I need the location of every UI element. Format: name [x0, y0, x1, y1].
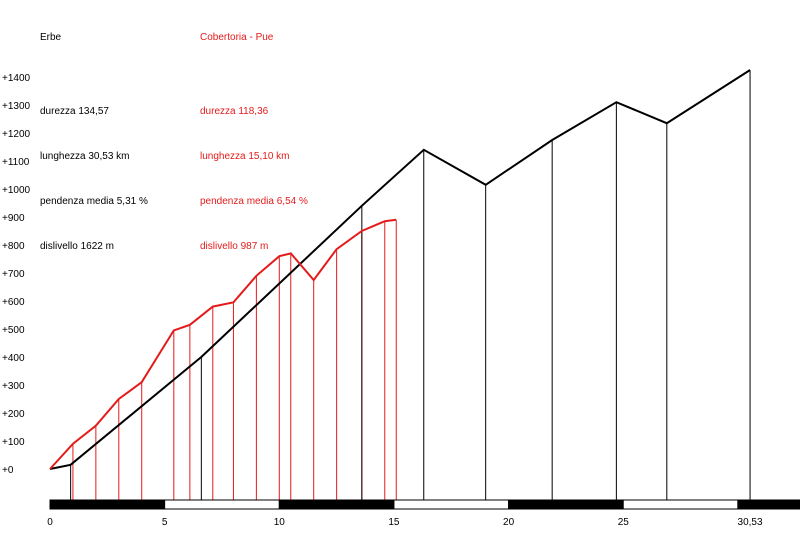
stat-dislivello-cobertoria: dislivello 987 m — [200, 241, 269, 252]
stat-durezza-cobertoria: durezza 118,36 — [200, 106, 269, 117]
km-bar-segment — [393, 499, 510, 510]
profile-line-cobertoria — [49, 218, 397, 470]
y-tick-label: +1000 — [2, 185, 31, 196]
y-tick-label: +200 — [2, 409, 25, 420]
legend-stats-erbe: durezza 134,57 lunghezza 30,53 km penden… — [40, 74, 148, 269]
profile-line-erbe — [49, 69, 751, 470]
y-tick-label: +700 — [2, 269, 25, 280]
stat-pendenza-erbe: pendenza media 5,31 % — [40, 196, 148, 207]
y-tick-label: +400 — [2, 353, 25, 364]
legend-title-cobertoria: Cobertoria - Pue — [200, 32, 274, 43]
y-tick-label: +600 — [2, 297, 25, 308]
x-tick-label: 30,53 — [738, 517, 763, 528]
km-bar-segment — [278, 499, 395, 510]
x-tick-label: 15 — [388, 517, 400, 528]
y-tick-label: +900 — [2, 213, 25, 224]
y-tick-label: +500 — [2, 325, 25, 336]
x-tick-label: 0 — [47, 517, 53, 528]
km-bar-segment — [737, 499, 800, 510]
y-tick-label: +300 — [2, 381, 25, 392]
y-tick-label: +1300 — [2, 101, 31, 112]
stat-pendenza-cobertoria: pendenza media 6,54 % — [200, 196, 308, 207]
x-tick-label: 10 — [274, 517, 286, 528]
y-tick-label: +100 — [2, 437, 25, 448]
x-tick-label: 5 — [162, 517, 168, 528]
km-bar-segment — [49, 499, 166, 510]
x-tick-label: 20 — [503, 517, 515, 528]
km-bar-segment — [622, 499, 739, 510]
stat-lunghezza-cobertoria: lunghezza 15,10 km — [200, 151, 290, 162]
legend-stats-cobertoria: durezza 118,36 lunghezza 15,10 km penden… — [200, 74, 308, 269]
legend-title-erbe: Erbe — [40, 32, 62, 43]
y-tick-label: +800 — [2, 241, 25, 252]
km-bar-segment — [164, 499, 280, 510]
stat-lunghezza-erbe: lunghezza 30,53 km — [40, 151, 130, 162]
km-bar-segment — [508, 499, 624, 510]
x-tick-label: 25 — [618, 517, 630, 528]
y-tick-label: +0 — [2, 465, 14, 476]
y-tick-label: +1100 — [2, 157, 30, 168]
y-tick-label: +1200 — [2, 129, 31, 140]
y-tick-label: +1400 — [2, 73, 31, 84]
stat-dislivello-erbe: dislivello 1622 m — [40, 241, 114, 252]
stat-durezza-erbe: durezza 134,57 — [40, 106, 109, 117]
